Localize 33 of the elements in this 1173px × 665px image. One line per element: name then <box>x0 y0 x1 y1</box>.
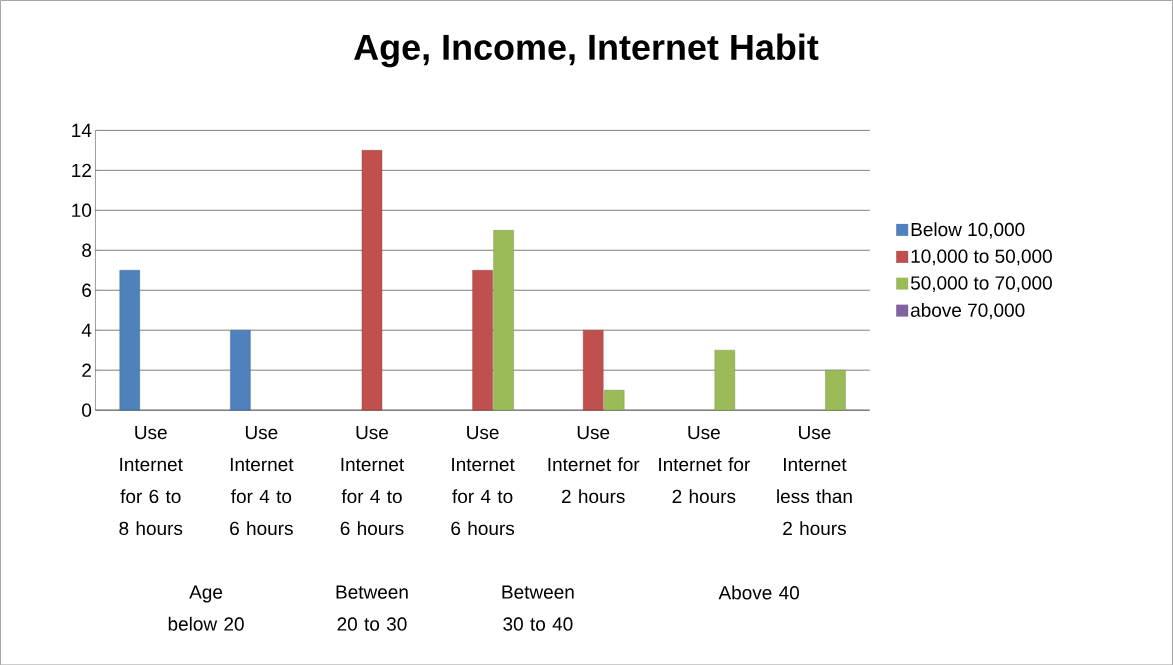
legend-label: above 70,000 <box>910 302 1025 319</box>
text: Between 30 to 40 <box>502 585 574 631</box>
bar <box>230 329 251 411</box>
y-tick-label: 0 <box>82 403 92 417</box>
text: Above 40 <box>718 585 800 600</box>
y-tick-label: 2 <box>82 363 91 377</box>
y-tick-label: 8 <box>82 243 92 257</box>
bar <box>825 369 846 411</box>
x-tick-label: Use Internet for 2 hours <box>548 425 640 503</box>
bar <box>493 229 514 411</box>
text: Between 20 to 30 <box>336 585 408 631</box>
bar <box>604 389 625 411</box>
y-tick-label: 12 <box>72 163 91 177</box>
legend-label: Below 10,000 <box>911 222 1025 239</box>
bar <box>472 269 493 411</box>
bar <box>714 349 735 411</box>
bar <box>583 329 604 411</box>
bar <box>361 149 383 411</box>
x-tick-label: Use Internet for 4 to 6 hours <box>340 425 405 535</box>
chart-title: Age, Income, Internet Habit <box>354 33 819 68</box>
x-tick-label: Use Internet for 4 to 6 hours <box>451 425 515 535</box>
y-tick-label: 14 <box>72 123 92 137</box>
legend-label: 50,000 to 70,000 <box>910 276 1052 292</box>
bar <box>119 269 140 411</box>
legend-label: 10,000 to 50,000 <box>911 249 1052 265</box>
y-tick-label: 10 <box>72 203 92 217</box>
x-tick-label: Use Internet less than 2 hours <box>777 425 852 535</box>
x-tick-label: Use Internet for 4 to 6 hours <box>230 425 294 535</box>
y-tick-label: 4 <box>81 323 92 337</box>
y-tick-label: 6 <box>82 283 92 297</box>
text: Age below 20 <box>168 585 244 631</box>
x-tick-label: Use Internet for 6 to 8 hours <box>119 425 183 535</box>
x-tick-label: Use Internet for 2 hours <box>659 425 750 503</box>
